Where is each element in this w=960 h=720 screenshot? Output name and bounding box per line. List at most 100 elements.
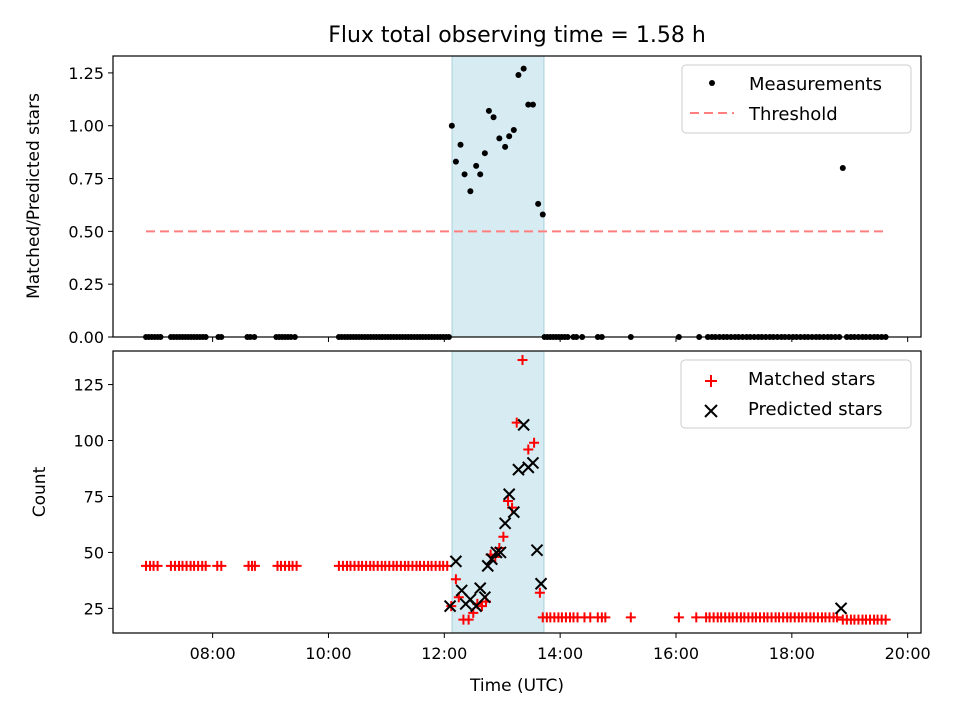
y-tick-label: 100 (73, 432, 104, 451)
y-tick-label: 125 (73, 376, 104, 395)
matched-star-point (625, 612, 636, 623)
measurement-point (525, 101, 532, 108)
predicted-star-point (526, 456, 540, 470)
top-axes-frame (112, 55, 922, 338)
bottom-shaded-interval (451, 350, 545, 634)
top-shaded-interval (451, 55, 545, 338)
measurement-point (452, 158, 459, 165)
top-legend: Measurements Threshold (681, 64, 912, 134)
y-tick-label: 50 (84, 543, 104, 562)
y-tick-label: 1.25 (68, 64, 104, 83)
measurement-point (490, 114, 497, 121)
measurement-point (461, 171, 468, 178)
predicted-star-point (474, 582, 487, 595)
measurement-point (485, 107, 492, 114)
predicted-star-point (517, 418, 530, 432)
bottom-legend: Matched stars Predicted stars (680, 359, 912, 429)
measurement-point (473, 162, 480, 169)
bottom-legend-box (680, 359, 912, 429)
chart-title: Flux total observing time = 1.58 h (328, 23, 706, 48)
matched-star-point (152, 560, 163, 571)
matched-star-point (463, 614, 474, 625)
predicted-star-point (449, 555, 463, 568)
predicted-star-point (485, 552, 499, 566)
measurement-point (467, 188, 474, 195)
matched-star-point (249, 560, 260, 571)
measurement-point (529, 101, 536, 108)
predicted-star-point (530, 543, 544, 557)
predicted-star-point (507, 505, 521, 519)
x-tick-label: 14:00 (537, 644, 583, 663)
y-tick-label: 0.75 (68, 170, 104, 189)
y-tick-label: 25 (84, 599, 104, 618)
predicted-stars-points (443, 418, 848, 615)
measurement-point (448, 122, 455, 129)
x-tick-label: 08:00 (190, 644, 236, 663)
matched-star-point (600, 612, 611, 623)
legend-measurements-marker (709, 80, 715, 86)
x-tick-label: 10:00 (305, 644, 351, 663)
bottom-axes-frame (112, 350, 922, 634)
measurement-point (506, 133, 513, 140)
measurement-point (457, 141, 464, 148)
legend-matched-marker (705, 375, 717, 387)
legend-predicted-label: Predicted stars (748, 399, 882, 420)
matched-star-point (503, 495, 514, 506)
x-tick-label: 18:00 (769, 644, 815, 663)
matched-star-point (498, 531, 509, 542)
y-tick-label: 0.00 (68, 328, 104, 347)
matched-star-point (291, 560, 302, 571)
predicted-star-point (443, 599, 457, 613)
predicted-star-point (512, 463, 525, 476)
predicted-star-point (478, 590, 492, 604)
matched-star-point (450, 574, 461, 585)
matched-star-point (534, 587, 545, 598)
x-axis-label: Time (UTC) (469, 676, 564, 696)
bottom-x-ticks: 08:00 10:00 12:00 14:00 16:00 18:00 20:00 (190, 633, 931, 663)
top-y-ticks: 0.00 0.25 0.50 0.75 1.00 1.25 (68, 64, 113, 347)
top-y-axis-label: Matched/Predicted stars (24, 93, 44, 299)
matched-star-point (880, 614, 891, 625)
matched-star-point (832, 612, 843, 623)
predicted-star-point (534, 577, 548, 590)
legend-predicted-marker (704, 404, 718, 418)
matched-star-point (523, 444, 534, 455)
measurement-point (839, 164, 846, 171)
legend-matched-label: Matched stars (748, 369, 875, 390)
y-tick-label: 0.25 (68, 275, 104, 294)
bottom-panel: 25 50 75 100 125 08:00 10:00 12:00 14:00 16:00 18… (30, 350, 931, 696)
x-tick-label: 20:00 (885, 644, 931, 663)
measurement-point (510, 126, 517, 133)
measurement-point (502, 143, 509, 150)
measurement-point (520, 65, 527, 72)
measurement-point (515, 72, 522, 79)
y-tick-label: 0.50 (68, 222, 104, 241)
top-panel: 0.00 0.25 0.50 0.75 1.00 1.25 Matched/Predict… (24, 55, 922, 347)
y-tick-label: 75 (84, 487, 104, 506)
predicted-star-point (494, 546, 507, 559)
legend-measurements-label: Measurements (749, 74, 882, 95)
x-tick-label: 12:00 (421, 644, 467, 663)
measurement-point (477, 171, 484, 178)
matched-star-point (673, 612, 684, 623)
measurement-point (481, 150, 488, 157)
bottom-y-axis-label: Count (30, 466, 50, 517)
measurement-point (535, 200, 542, 207)
predicted-star-point (834, 602, 848, 615)
bottom-y-ticks: 25 50 75 100 125 (73, 376, 113, 618)
predicted-star-point (490, 546, 503, 559)
matched-star-point (517, 354, 528, 365)
matched-star-point (216, 560, 227, 571)
matched-star-point (200, 560, 211, 571)
matched-star-point (529, 437, 540, 448)
predicted-star-point (481, 559, 494, 573)
predicted-star-point (498, 517, 512, 530)
y-tick-label: 1.00 (68, 117, 104, 136)
matched-star-point (691, 612, 702, 623)
x-tick-label: 16:00 (653, 644, 699, 663)
top-legend-box (681, 64, 912, 134)
measurement-point (496, 135, 503, 142)
legend-threshold-label: Threshold (748, 104, 838, 125)
predicted-star-point (502, 488, 516, 501)
